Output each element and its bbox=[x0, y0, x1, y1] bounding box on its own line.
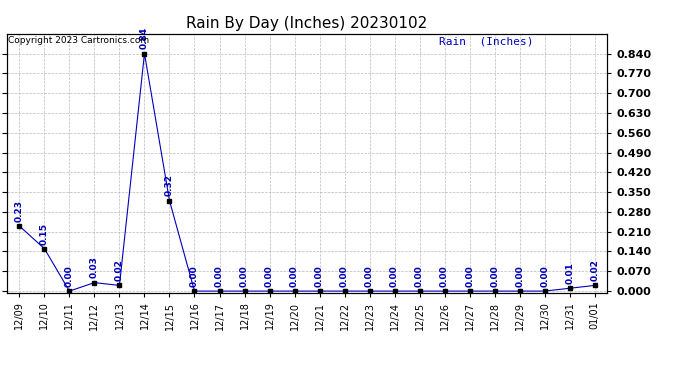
Text: Rain  (Inches): Rain (Inches) bbox=[439, 36, 533, 46]
Text: 0.00: 0.00 bbox=[440, 265, 449, 287]
Text: 0.00: 0.00 bbox=[290, 265, 299, 287]
Text: 0.00: 0.00 bbox=[515, 265, 524, 287]
Text: 0.00: 0.00 bbox=[215, 265, 224, 287]
Text: Copyright 2023 Cartronics.com: Copyright 2023 Cartronics.com bbox=[8, 36, 149, 45]
Text: 0.00: 0.00 bbox=[340, 265, 349, 287]
Text: 0.00: 0.00 bbox=[265, 265, 274, 287]
Text: 0.00: 0.00 bbox=[240, 265, 249, 287]
Text: 0.01: 0.01 bbox=[565, 262, 574, 284]
Text: 0.32: 0.32 bbox=[165, 174, 174, 196]
Text: 0.00: 0.00 bbox=[315, 265, 324, 287]
Text: 0.00: 0.00 bbox=[365, 265, 374, 287]
Text: 0.84: 0.84 bbox=[140, 27, 149, 50]
Text: 0.23: 0.23 bbox=[15, 200, 24, 222]
Text: 0.03: 0.03 bbox=[90, 256, 99, 278]
Title: Rain By Day (Inches) 20230102: Rain By Day (Inches) 20230102 bbox=[186, 16, 428, 31]
Text: 0.00: 0.00 bbox=[65, 265, 74, 287]
Text: 0.00: 0.00 bbox=[465, 265, 474, 287]
Text: 0.00: 0.00 bbox=[490, 265, 499, 287]
Text: 0.15: 0.15 bbox=[40, 222, 49, 245]
Text: 0.00: 0.00 bbox=[415, 265, 424, 287]
Text: 0.02: 0.02 bbox=[115, 260, 124, 281]
Text: 0.00: 0.00 bbox=[540, 265, 549, 287]
Text: 0.02: 0.02 bbox=[590, 260, 599, 281]
Text: 0.00: 0.00 bbox=[390, 265, 399, 287]
Text: 0.00: 0.00 bbox=[190, 265, 199, 287]
